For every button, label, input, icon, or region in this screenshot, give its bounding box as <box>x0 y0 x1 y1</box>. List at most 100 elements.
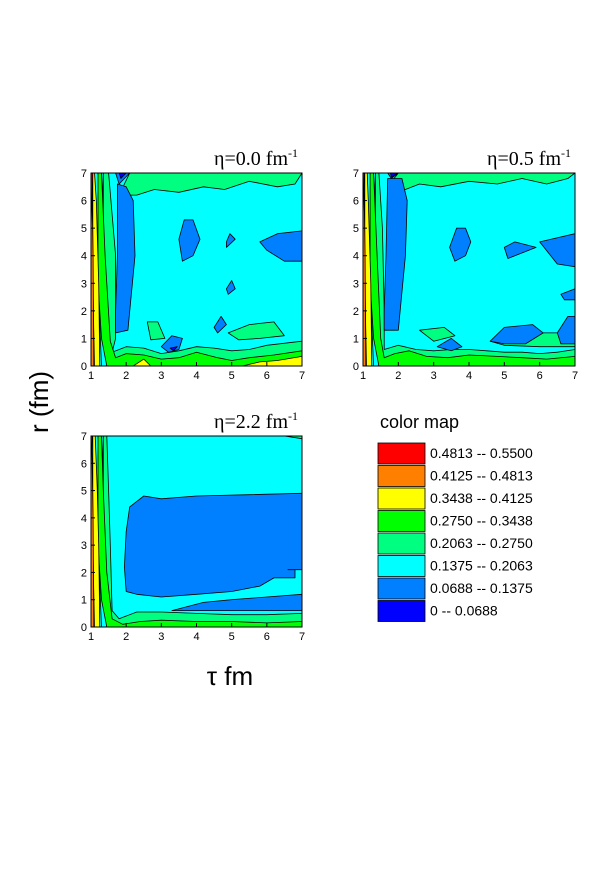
x-tick-label: 3 <box>158 631 164 643</box>
legend-swatch <box>377 600 426 622</box>
legend-swatch <box>377 577 426 600</box>
legend-label: 0.4125 -- 0.4813 <box>430 468 533 484</box>
x-tick-label: 1 <box>360 370 366 382</box>
contour-region <box>115 183 136 334</box>
x-tick-label: 3 <box>158 370 164 382</box>
legend-title: color map <box>380 412 459 432</box>
y-tick-label: 6 <box>81 458 87 470</box>
contour-region <box>503 241 537 259</box>
y-tick-label: 6 <box>353 196 359 208</box>
contour-region <box>91 173 95 366</box>
contour-region <box>118 173 302 196</box>
contour-region <box>132 358 152 366</box>
x-tick-label: 3 <box>431 370 437 382</box>
y-tick-label: 4 <box>81 513 87 525</box>
x-tick-label: 2 <box>123 370 129 382</box>
y-tick-label: 7 <box>81 168 87 180</box>
contour-region <box>225 280 236 295</box>
contour-region <box>374 173 575 366</box>
contour-region <box>171 593 302 611</box>
contour-region <box>449 227 472 262</box>
contour-region <box>115 173 131 185</box>
y-tick-label: 7 <box>353 168 359 180</box>
y-tick-label: 1 <box>81 595 87 607</box>
contour-region <box>97 436 302 627</box>
contour-region <box>436 337 463 352</box>
y-tick-label: 3 <box>353 278 359 290</box>
contour-region <box>363 173 367 366</box>
y-tick-label: 2 <box>81 567 87 579</box>
contour-region <box>169 346 178 352</box>
contour-region <box>160 335 183 353</box>
contour-region <box>390 173 399 178</box>
contour-region <box>419 326 456 342</box>
y-tick-label: 2 <box>353 306 359 318</box>
x-tick-label: 5 <box>229 370 235 382</box>
contour-region <box>283 436 302 440</box>
y-tick-label: 4 <box>353 251 359 263</box>
y-tick-label: 7 <box>81 431 87 443</box>
x-tick-label: 4 <box>193 370 199 382</box>
y-tick-label: 1 <box>81 333 87 345</box>
x-axis-label: τ fm <box>207 661 253 691</box>
x-tick-label: 1 <box>88 631 94 643</box>
contour-region <box>371 173 575 366</box>
contour-region <box>560 288 575 301</box>
x-tick-label: 5 <box>229 631 235 643</box>
x-tick-label: 7 <box>299 370 305 382</box>
contour-region <box>225 233 236 248</box>
legend-swatch <box>377 532 426 555</box>
panel-title: η=2.2 fm-1 <box>214 409 298 433</box>
x-tick-label: 2 <box>123 631 129 643</box>
panel-title: η=0.0 fm-1 <box>214 146 298 170</box>
legend-label: 0.4813 -- 0.5500 <box>430 445 533 461</box>
contour-region <box>91 436 95 627</box>
x-tick-label: 4 <box>466 370 472 382</box>
y-tick-label: 3 <box>81 540 87 552</box>
x-tick-label: 6 <box>264 370 270 382</box>
contour-region <box>387 173 575 190</box>
legend-swatch <box>377 510 426 532</box>
legend-label: 0.2750 -- 0.3438 <box>430 513 533 529</box>
y-axis-label: r (fm) <box>24 371 54 433</box>
legend-label: 0.3438 -- 0.4125 <box>430 490 533 506</box>
y-tick-label: 0 <box>81 622 87 634</box>
legend-label: 0.1375 -- 0.2063 <box>430 558 533 574</box>
legend-swatch <box>377 555 426 577</box>
contour-region <box>97 173 302 366</box>
legend: color map 0.4813 -- 0.5500 0.4125 -- 0.481… <box>377 412 533 622</box>
contour-region <box>213 315 227 334</box>
y-tick-label: 5 <box>81 486 87 498</box>
legend-swatch <box>377 465 426 487</box>
contour-region <box>383 178 408 331</box>
contour-region <box>227 321 285 341</box>
contour-region <box>146 321 166 341</box>
x-tick-label: 7 <box>572 370 578 382</box>
y-tick-label: 0 <box>353 361 359 373</box>
y-tick-label: 3 <box>81 278 87 290</box>
x-tick-label: 2 <box>395 370 401 382</box>
contour-region <box>99 173 302 366</box>
legend-swatch <box>377 487 426 510</box>
contour-region <box>369 173 575 366</box>
y-tick-label: 1 <box>353 333 359 345</box>
y-tick-label: 4 <box>81 251 87 263</box>
x-tick-label: 6 <box>264 631 270 643</box>
x-tick-label: 7 <box>299 631 305 643</box>
contour-region <box>556 315 575 345</box>
x-tick-label: 4 <box>193 631 199 643</box>
x-tick-label: 1 <box>88 370 94 382</box>
y-tick-label: 6 <box>81 196 87 208</box>
x-tick-label: 6 <box>537 370 543 382</box>
legend-label: 0.2063 -- 0.2750 <box>430 535 533 551</box>
panel-title: η=0.5 fm-1 <box>487 146 571 170</box>
y-tick-label: 2 <box>81 306 87 318</box>
contour-region <box>118 173 127 179</box>
contour-region <box>102 436 302 627</box>
contour-region <box>178 219 201 262</box>
contour-region <box>489 324 544 345</box>
